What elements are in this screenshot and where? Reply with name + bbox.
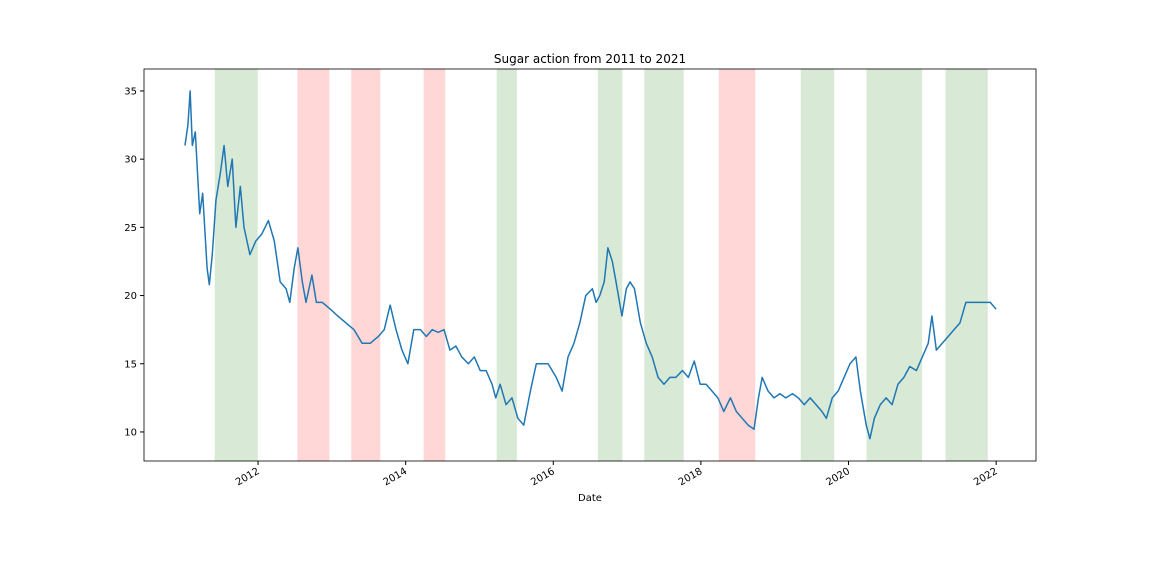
y-tick-label: 20 [124,291,137,302]
shaded-span [214,68,258,462]
shaded-span [644,68,684,462]
x-tick-label: 2022 [972,466,1000,488]
shaded-span [351,68,381,462]
y-tick-label: 30 [124,155,137,166]
shaded-span [423,68,446,462]
shaded-span [866,68,923,462]
y-tick-label: 15 [124,359,137,370]
chart-title: Sugar action from 2011 to 2021 [494,52,686,66]
shaded-span [800,68,835,462]
x-tick-label: 2020 [824,466,852,488]
y-tick-label: 25 [124,223,137,234]
shaded-span [597,68,623,462]
y-tick-label: 35 [124,86,137,97]
x-tick-label: 2018 [677,466,705,488]
y-tick-label: 10 [124,427,137,438]
shaded-span [297,68,330,462]
price-line [184,90,997,440]
x-tick-label: 2016 [529,466,557,488]
shaded-span [945,68,988,462]
x-axis-label: Date [578,493,602,504]
x-tick-label: 2012 [234,466,262,488]
shaded-span [718,68,756,462]
plot-frame [143,68,1037,462]
x-tick-label: 2014 [382,466,410,488]
